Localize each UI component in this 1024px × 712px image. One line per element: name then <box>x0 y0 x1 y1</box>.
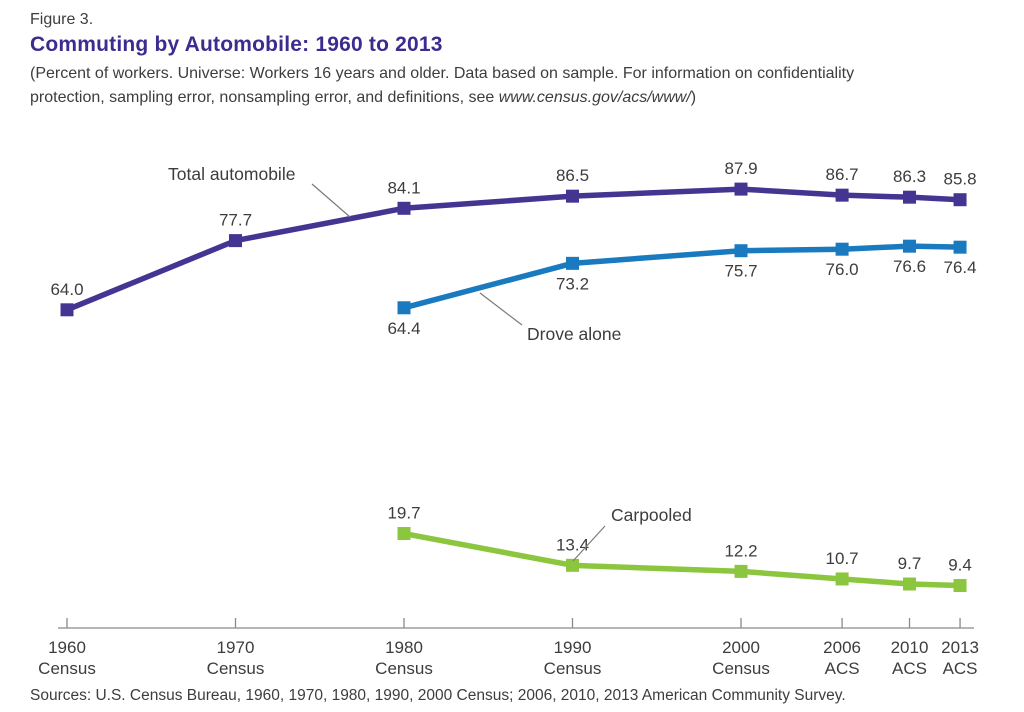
x-axis-label-type-1970: Census <box>207 659 265 678</box>
value-label-total-automobile: 86.5 <box>556 166 589 185</box>
subtitle-line2-prefix: protection, sampling error, nonsampling … <box>30 89 499 106</box>
data-point-marker-drove-alone <box>953 240 967 254</box>
value-label-carpooled: 9.7 <box>898 554 922 573</box>
series-annotation-total-automobile: Total automobile <box>168 164 295 184</box>
series-annotation-drove-alone: Drove alone <box>527 324 621 344</box>
value-label-carpooled: 9.4 <box>948 556 972 575</box>
value-label-total-automobile: 87.9 <box>724 159 757 178</box>
data-point-marker-drove-alone <box>903 239 916 253</box>
annotation-leader-drove-alone <box>479 292 523 326</box>
value-label-total-automobile: 86.3 <box>893 167 926 186</box>
series-line-drove-alone <box>403 243 961 311</box>
series-line-carpooled <box>403 530 961 589</box>
x-axis-label-year-2013: 2013 <box>941 638 979 657</box>
data-point-marker-total-automobile <box>397 201 411 215</box>
x-axis-label-type-2013: ACS <box>943 659 978 678</box>
data-point-marker-carpooled <box>953 579 967 593</box>
value-label-drove-alone: 76.6 <box>893 257 926 276</box>
value-label-total-automobile: 84.1 <box>387 178 420 197</box>
value-label-drove-alone: 73.2 <box>556 274 589 293</box>
annotation-leader-total-automobile <box>311 183 351 218</box>
x-axis-label-year-1980: 1980 <box>385 638 423 657</box>
x-axis-label-year-2006: 2006 <box>823 638 861 657</box>
x-axis-label-type-1960: Census <box>38 659 96 678</box>
x-axis-label-year-2000: 2000 <box>722 638 760 657</box>
value-label-drove-alone: 64.4 <box>387 319 420 338</box>
figure-label: Figure 3. <box>30 11 94 28</box>
data-point-marker-carpooled <box>903 577 916 591</box>
value-label-total-automobile: 77.7 <box>219 211 252 230</box>
value-label-drove-alone: 76.4 <box>944 258 977 277</box>
value-label-carpooled: 19.7 <box>387 504 420 523</box>
value-label-drove-alone: 75.7 <box>724 262 757 281</box>
value-label-total-automobile: 64.0 <box>50 280 83 299</box>
data-point-marker-drove-alone <box>835 242 849 256</box>
data-point-marker-drove-alone <box>734 244 748 258</box>
subtitle-close-paren: ) <box>690 89 697 106</box>
x-axis-label-type-1990: Census <box>544 659 602 678</box>
source-note: Sources: U.S. Census Bureau, 1960, 1970,… <box>30 687 846 704</box>
series-line-total-automobile <box>65 186 961 313</box>
x-axis-label-type-1980: Census <box>375 659 433 678</box>
data-point-marker-carpooled <box>734 564 748 578</box>
x-axis-label-type-2006: ACS <box>825 659 860 678</box>
x-axis-label-year-2010: 2010 <box>891 638 929 657</box>
value-label-carpooled: 10.7 <box>826 549 859 568</box>
data-point-marker-drove-alone <box>566 256 579 270</box>
data-point-marker-carpooled <box>835 572 849 586</box>
x-axis-label-type-2010: ACS <box>892 659 927 678</box>
x-axis-label-type-2000: Census <box>712 659 770 678</box>
subtitle-url: www.census.gov/acs/www/ <box>498 89 691 106</box>
series-annotation-carpooled: Carpooled <box>611 505 692 525</box>
annotation-leader-carpooled <box>572 525 606 562</box>
data-point-marker-total-automobile <box>60 303 74 317</box>
chart-title: Commuting by Automobile: 1960 to 2013 <box>30 33 443 56</box>
x-axis-label-year-1990: 1990 <box>554 638 592 657</box>
data-point-marker-carpooled <box>566 558 579 572</box>
value-label-carpooled: 13.4 <box>556 535 589 554</box>
value-label-drove-alone: 76.0 <box>826 260 859 279</box>
value-label-total-automobile: 86.7 <box>826 165 859 184</box>
data-point-marker-total-automobile <box>734 182 748 196</box>
x-axis-label-year-1970: 1970 <box>217 638 255 657</box>
subtitle-line1: (Percent of workers. Universe: Workers 1… <box>30 65 855 82</box>
x-axis-label-year-1960: 1960 <box>48 638 86 657</box>
data-point-marker-total-automobile <box>229 234 242 248</box>
data-point-marker-total-automobile <box>835 188 849 202</box>
value-label-carpooled: 12.2 <box>724 541 757 560</box>
data-point-marker-total-automobile <box>953 193 967 207</box>
data-point-marker-carpooled <box>397 527 411 541</box>
chart-subtitle: (Percent of workers. Universe: Workers 1… <box>30 62 990 110</box>
data-point-marker-total-automobile <box>903 190 916 204</box>
value-label-total-automobile: 85.8 <box>944 170 977 189</box>
data-point-marker-total-automobile <box>566 189 579 203</box>
data-point-marker-drove-alone <box>397 301 411 315</box>
